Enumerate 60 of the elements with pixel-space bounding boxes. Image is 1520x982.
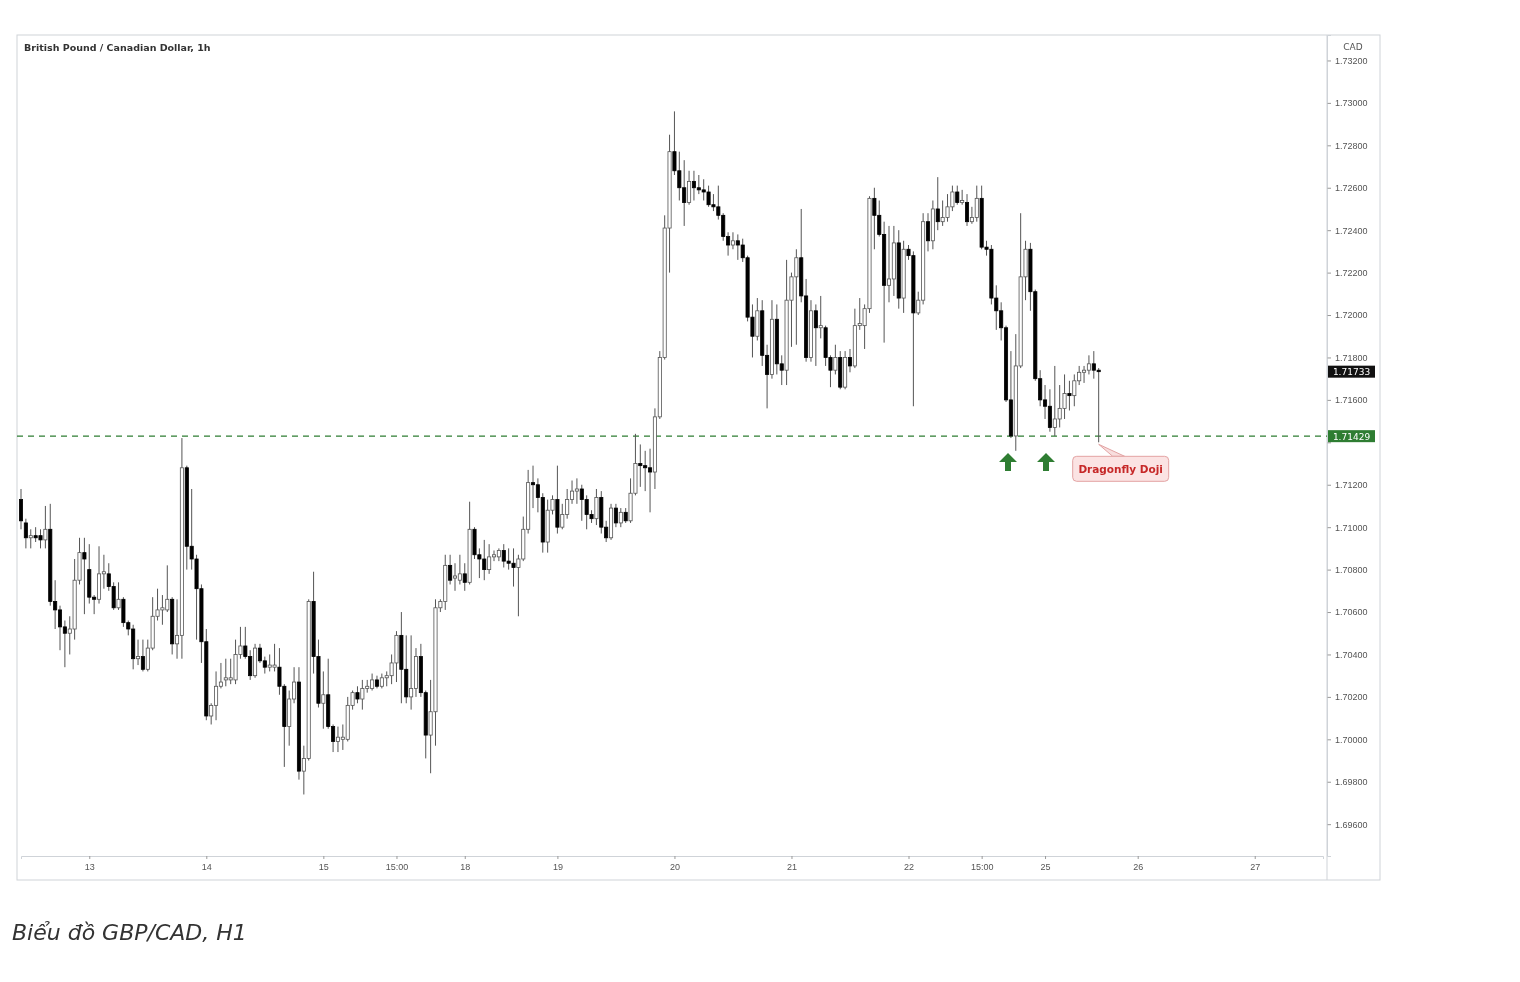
candlestick [28, 528, 33, 549]
candlestick [116, 581, 121, 611]
x-tick-label: 20 [669, 862, 680, 873]
x-tick-label: 21 [786, 862, 797, 873]
y-tick-label: 1.71600 [1335, 395, 1368, 406]
x-tick-label: 15:00 [970, 862, 994, 873]
y-tick-label: 1.72000 [1335, 310, 1368, 321]
x-tick-label: 19 [552, 862, 563, 873]
y-tick-label: 1.73000 [1335, 98, 1368, 109]
y-tick-label: 1.70600 [1335, 607, 1368, 618]
x-tick-label: 18 [460, 862, 471, 873]
x-tick-label: 15 [318, 862, 329, 873]
y-tick-label: 1.71200 [1335, 480, 1368, 491]
y-tick-label: 1.70200 [1335, 692, 1368, 703]
candlestick [19, 488, 23, 530]
candlestick [833, 344, 838, 375]
candlestick [974, 185, 979, 223]
candlestick [687, 170, 692, 206]
y-tick-label: 1.71800 [1335, 352, 1368, 363]
x-tick-label: 26 [1133, 862, 1144, 873]
y-tick-label: 1.73200 [1335, 55, 1368, 66]
x-tick-label: 15:00 [385, 862, 409, 873]
candlestick [960, 189, 965, 206]
candlestick [618, 507, 623, 528]
x-tick-label: 14 [201, 862, 212, 873]
annotation: Dragonfly Doji [1078, 462, 1163, 475]
x-tick-label: 22 [904, 862, 915, 873]
candlestick [487, 543, 492, 575]
y-tick-label: 1.72200 [1335, 267, 1368, 278]
y-tick-label: 1.70400 [1335, 649, 1368, 660]
candlestick [1086, 354, 1091, 375]
y-axis-title: CAD [1343, 42, 1363, 52]
candlestick [321, 670, 326, 730]
y-tick-label: 1.69600 [1335, 819, 1368, 830]
candlestick [730, 231, 735, 250]
y-tick-label: 1.69800 [1335, 777, 1368, 788]
candlestick [594, 488, 599, 526]
y-tick-label: 1.70000 [1335, 734, 1368, 745]
candlestick [457, 554, 462, 585]
x-tick-label: 27 [1250, 862, 1261, 873]
y-tick-label: 1.71000 [1335, 522, 1368, 533]
candlestick [43, 505, 48, 549]
text: Biểu đồ GBP/CAD, H1 [12, 920, 247, 945]
x-tick-label: 25 [1040, 862, 1051, 873]
text: 1.71733 [1332, 367, 1371, 378]
candlestick [1072, 373, 1077, 407]
text: British Pound / Canadian Dollar, 1h [24, 42, 211, 53]
candlestick [560, 503, 565, 530]
candlestick [360, 679, 365, 711]
ref-line-label: 1.71429 [1332, 431, 1371, 442]
y-tick-label: 1.72600 [1335, 183, 1368, 194]
y-tick-label: 1.70800 [1335, 564, 1368, 575]
y-tick-label: 1.72800 [1335, 140, 1368, 151]
candlestick [818, 295, 823, 339]
candlestick [1096, 367, 1101, 443]
candlestick [409, 634, 414, 711]
x-tick-label: 13 [84, 862, 95, 873]
y-tick-label: 1.72400 [1335, 225, 1368, 236]
candlestick [136, 639, 141, 666]
candlestick [574, 477, 579, 505]
